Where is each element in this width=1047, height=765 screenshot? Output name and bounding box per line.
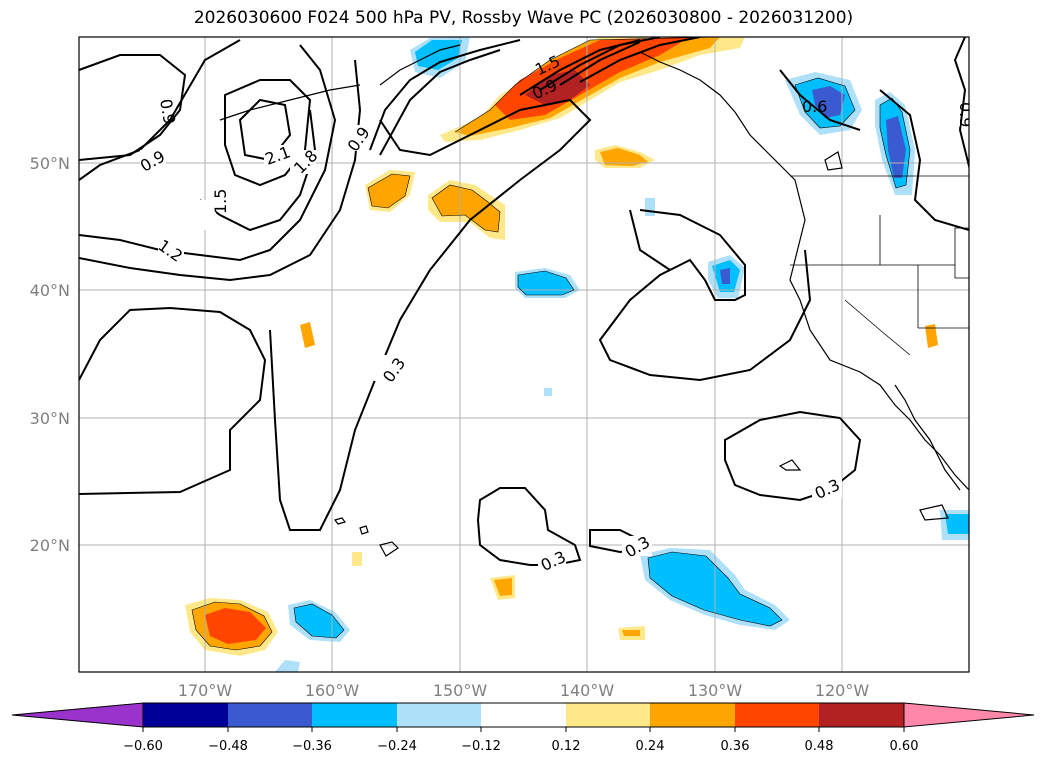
colorbar-tick: −0.60 (123, 739, 163, 754)
latitude-labels: 50°N 40°N 30°N 20°N (30, 154, 70, 555)
lon-label-140w: 140°W (560, 681, 615, 700)
colorbar-tick: −0.24 (377, 739, 417, 754)
chart-title: 2026030600 F024 500 hPa PV, Rossby Wave … (193, 8, 854, 28)
lat-label-40: 40°N (30, 281, 70, 300)
lon-label-150w: 150°W (433, 681, 488, 700)
lat-label-50: 50°N (30, 154, 70, 173)
lon-label-170w: 170°W (178, 681, 233, 700)
map-frame (78, 36, 970, 673)
colorbar-tick: 0.24 (636, 739, 665, 754)
colorbar-tick: −0.48 (208, 739, 248, 754)
colorbar-segment (228, 703, 312, 727)
longitude-labels: 170°W 160°W 150°W 140°W 130°W 120°W (178, 681, 870, 700)
colorbar: −0.60 −0.48 −0.36 −0.24 −0.12 0.12 0.24 … (11, 702, 1035, 754)
colorbar-segment (481, 703, 566, 727)
lon-label-130w: 130°W (688, 681, 743, 700)
lon-label-160w: 160°W (305, 681, 360, 700)
colorbar-tick: 0.12 (552, 739, 581, 754)
colorbar-tick: −0.36 (292, 739, 332, 754)
colorbar-segment (819, 703, 904, 727)
colorbar-segment (650, 703, 735, 727)
contour-label: 0.9 (956, 102, 975, 127)
colorbar-segment (397, 703, 481, 727)
pv-contours (79, 37, 969, 566)
colorbar-segment (143, 703, 228, 727)
colorbar-extend-low (11, 702, 144, 728)
anomaly-fills (185, 37, 969, 672)
colorbar-tick: 0.36 (721, 739, 750, 754)
gridlines (79, 37, 969, 672)
colorbar-extend-high (903, 702, 1035, 728)
contour-label: 1.5 (211, 189, 230, 214)
contour-label: 0.9 (156, 97, 179, 125)
contour-label: 0.6 (802, 97, 827, 116)
map-area (79, 37, 969, 672)
colorbar-tick: 0.60 (890, 739, 919, 754)
colorbar-segment (312, 703, 397, 727)
lat-label-30: 30°N (30, 409, 70, 428)
contour-labels: 0.9 0.9 0.9 2.1 1.8 1.5 1.2 1.5 0.9 0.6 … (137, 51, 975, 575)
colorbar-segment (566, 703, 650, 727)
lon-label-120w: 120°W (815, 681, 870, 700)
colorbar-tick: 0.48 (805, 739, 834, 754)
coastlines (219, 44, 969, 557)
lat-label-20: 20°N (30, 536, 70, 555)
colorbar-segment (735, 703, 819, 727)
colorbar-tick: −0.12 (461, 739, 501, 754)
